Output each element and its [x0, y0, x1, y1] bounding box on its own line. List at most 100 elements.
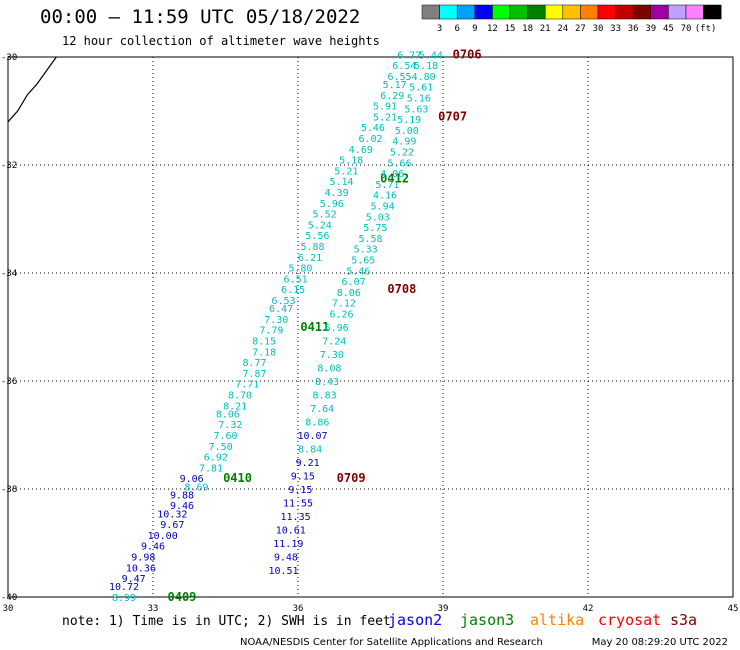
wave-height-label: 6.51 [284, 274, 308, 285]
pass-time-label: 0706 [453, 47, 482, 61]
wave-height-label: 11.19 [273, 539, 303, 550]
wave-height-label: 5.24 [308, 220, 332, 231]
color-scale-label: 9 [472, 24, 477, 34]
wave-height-label: 5.46 [346, 266, 370, 277]
wave-height-label: 5.33 [354, 245, 378, 256]
wave-height-label: 6.47 [269, 304, 293, 315]
wave-height-label: 9.67 [160, 520, 184, 531]
wave-height-label: 7.30 [320, 350, 344, 361]
wave-height-label: 5.22 [390, 148, 414, 159]
wave-height-label: 5.75 [363, 223, 387, 234]
pass-time-label: 0410 [223, 471, 252, 485]
wave-height-label: 4.99 [392, 137, 416, 148]
color-swatch [527, 4, 546, 20]
wave-height-label: 5.03 [366, 212, 390, 223]
wave-height-label: 9.15 [288, 485, 312, 496]
wave-height-label: 7.71 [235, 380, 259, 391]
y-tick-label: -40 [1, 593, 17, 603]
wave-height-label: 5.96 [320, 199, 344, 210]
wave-height-label: 8.84 [298, 445, 322, 456]
wave-height-label: 8.99 [112, 593, 136, 604]
wave-height-label: 5.21 [373, 112, 397, 123]
y-tick-label: -34 [1, 269, 17, 279]
color-swatch [615, 4, 634, 20]
wave-height-label: 7.81 [199, 463, 223, 474]
wave-height-label: 5.21 [334, 166, 358, 177]
wave-height-label: 10.36 [126, 563, 156, 574]
wave-height-label: 5.80 [288, 264, 312, 275]
wave-height-label: 6.92 [204, 453, 228, 464]
data-marks: 8.9910.729.4710.369.989.4610.009.6710.32… [109, 47, 482, 604]
y-tick-label: -38 [1, 485, 17, 495]
wave-height-label: 8.21 [223, 401, 247, 412]
x-tick-label: 39 [438, 604, 449, 614]
color-scale-label: 3 [437, 24, 442, 34]
color-scale-label: 45 [663, 24, 674, 34]
wave-height-label: 5.91 [373, 102, 397, 113]
pass-time-label: 0412 [380, 172, 409, 186]
wave-height-label: 8.06 [216, 409, 240, 420]
color-swatch [703, 4, 722, 20]
wave-height-label: 5.00 [395, 126, 419, 137]
wave-height-label: 7.50 [209, 442, 233, 453]
wave-height-label: 5.71 [375, 180, 399, 191]
wave-height-label: 6.21 [298, 253, 322, 264]
wave-height-label: 5.56 [305, 231, 329, 242]
wave-height-label: 8.43 [315, 377, 339, 388]
satellite-legend-item: s3a [670, 611, 697, 629]
wave-height-label: 8.69 [184, 482, 208, 493]
pass-time-label: 0411 [300, 320, 329, 334]
y-tick-label: -32 [1, 161, 17, 171]
wave-height-label: 5.88 [300, 242, 324, 253]
wave-height-label: 5.17 [383, 80, 407, 91]
wave-height-label: 9.88 [170, 490, 194, 501]
wave-height-label: 6.26 [329, 310, 353, 321]
color-swatch [474, 4, 493, 20]
color-scale-label: 70 [681, 24, 692, 34]
color-scale-label: 39 [645, 24, 656, 34]
wave-height-label: 7.60 [213, 431, 237, 442]
x-tick-label: 42 [583, 604, 594, 614]
wave-height-label: 5.52 [313, 210, 337, 221]
color-scale-label: 12 [487, 24, 498, 34]
wave-height-label: 5.18 [339, 156, 363, 167]
satellite-legend-item: altika [530, 611, 584, 629]
wave-height-label: 10.00 [148, 531, 178, 542]
wave-height-label: 5.16 [407, 94, 431, 105]
footer-timestamp: May 20 08:29:20 UTC 2022 [592, 637, 728, 648]
wave-height-label: 5.94 [371, 202, 395, 213]
wave-height-label: 4.80 [412, 72, 436, 83]
footer: note: 1) Time is in UTC; 2) SWH is in fe… [62, 611, 728, 648]
wave-height-label: 9.06 [180, 474, 204, 485]
satellite-legend-item: cryosat [598, 611, 661, 629]
pass-time-label: 0409 [168, 590, 197, 604]
color-scale-label: 18 [522, 24, 533, 34]
x-tick-label: 45 [728, 604, 739, 614]
coastline-path [7, 56, 57, 123]
wave-height-label: 9.46 [141, 542, 165, 553]
wave-height-label: 8.15 [252, 337, 276, 348]
coastline [7, 56, 57, 123]
color-swatch [597, 4, 616, 20]
wave-height-label: 10.72 [109, 582, 139, 593]
color-swatch [562, 4, 581, 20]
pass-time-label: 0707 [438, 109, 467, 123]
wave-height-label: 5.61 [409, 83, 433, 94]
color-scale-label: 36 [628, 24, 639, 34]
color-swatch [509, 4, 528, 20]
wave-height-label: 10.61 [276, 526, 306, 537]
footer-note: note: 1) Time is in UTC; 2) SWH is in fe… [62, 614, 391, 629]
wave-height-label: 6.02 [358, 134, 382, 145]
wave-height-label: 8.08 [317, 364, 341, 375]
wave-height-label: 4.39 [325, 188, 349, 199]
chart-title: 00:00 – 11:59 UTC 05/18/2022 [40, 6, 361, 28]
pass-time-label: 0709 [337, 471, 366, 485]
wave-height-label: 8.70 [228, 391, 252, 402]
wave-height-label: 5.65 [351, 256, 375, 267]
color-swatch [439, 4, 458, 20]
color-swatch [421, 4, 440, 20]
wave-height-label: 6.55 [387, 72, 411, 83]
wave-height-label: 10.32 [157, 509, 187, 520]
wave-height-label: 9.48 [274, 553, 298, 564]
